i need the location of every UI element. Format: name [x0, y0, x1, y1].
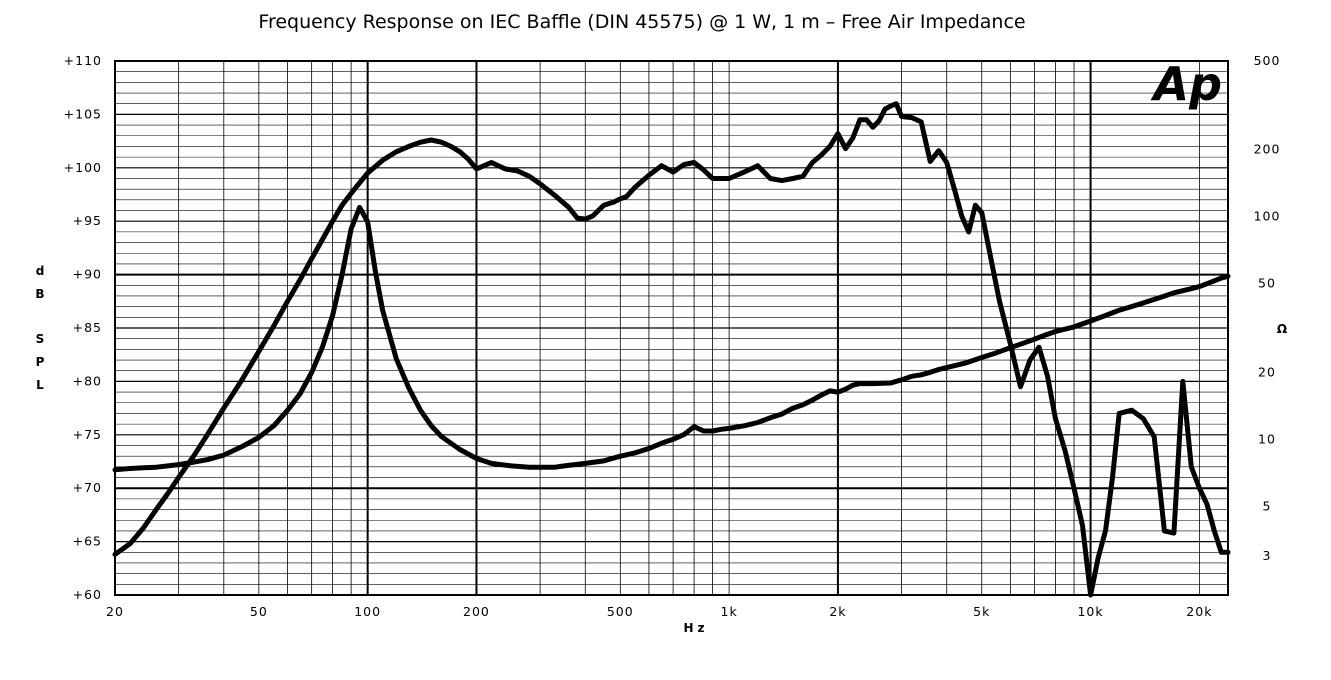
x-tick-label: 2k [829, 604, 846, 619]
left-tick-label: +100 [64, 160, 102, 175]
x-axis-label: Hz [683, 621, 708, 635]
right-tick-label: 3 [1263, 548, 1272, 563]
chart-title: Frequency Response on IEC Baffle (DIN 45… [258, 11, 1025, 33]
right-tick-label: 500 [1254, 53, 1281, 68]
y-axis-label-letter: B [35, 287, 44, 301]
left-tick-label: +60 [73, 587, 102, 602]
x-tick-label: 1k [721, 604, 738, 619]
y-axis-label-right: Ω [1277, 322, 1287, 336]
y-axis-label-letter: P [36, 355, 45, 369]
x-tick-label: 200 [463, 604, 490, 619]
plot-frame [114, 60, 1229, 596]
left-tick-label: +70 [73, 480, 102, 495]
x-tick-label: 10k [1077, 604, 1103, 619]
left-tick-label: +80 [73, 373, 102, 388]
right-tick-label: 20 [1258, 364, 1276, 379]
left-tick-label: +65 [73, 534, 102, 549]
x-tick-label: 500 [607, 604, 634, 619]
brand-logo: Ap [1150, 57, 1222, 111]
y-axis-label-left: dB SPL [35, 264, 44, 392]
x-tick-label: 100 [354, 604, 381, 619]
left-tick-label: +110 [64, 53, 102, 68]
left-tick-label: +95 [73, 213, 102, 228]
y-axis-label-letter: d [36, 264, 45, 278]
right-tick-label: 100 [1254, 209, 1281, 224]
right-tick-label: 200 [1254, 142, 1281, 157]
left-tick-label: +75 [73, 427, 102, 442]
right-tick-label: 10 [1258, 431, 1276, 446]
x-axis-ticks: 20 50 100 200 500 1k 2k 5k 10k 20k [106, 604, 1212, 619]
right-tick-label: 5 [1263, 498, 1272, 513]
data-series [112, 101, 1231, 598]
right-tick-label: 50 [1258, 276, 1276, 291]
y-axis-label-letter: L [36, 378, 44, 392]
x-tick-label: 20 [106, 604, 124, 619]
impedance-line [112, 204, 1231, 473]
spl-response-line [112, 101, 1231, 598]
right-axis-ticks: 500 200 100 50 20 10 5 3 [1254, 53, 1281, 563]
x-tick-label: 5k [973, 604, 990, 619]
left-tick-label: +85 [73, 320, 102, 335]
y-axis-label-letter: S [36, 332, 45, 346]
left-tick-label: +105 [64, 106, 102, 121]
left-tick-label: +90 [73, 267, 102, 282]
left-axis-ticks: +110 +105 +100 +95 +90 +85 +80 +75 +70 +65 +60 [64, 53, 102, 602]
x-tick-label: 50 [250, 604, 268, 619]
x-tick-label: 20k [1186, 604, 1212, 619]
